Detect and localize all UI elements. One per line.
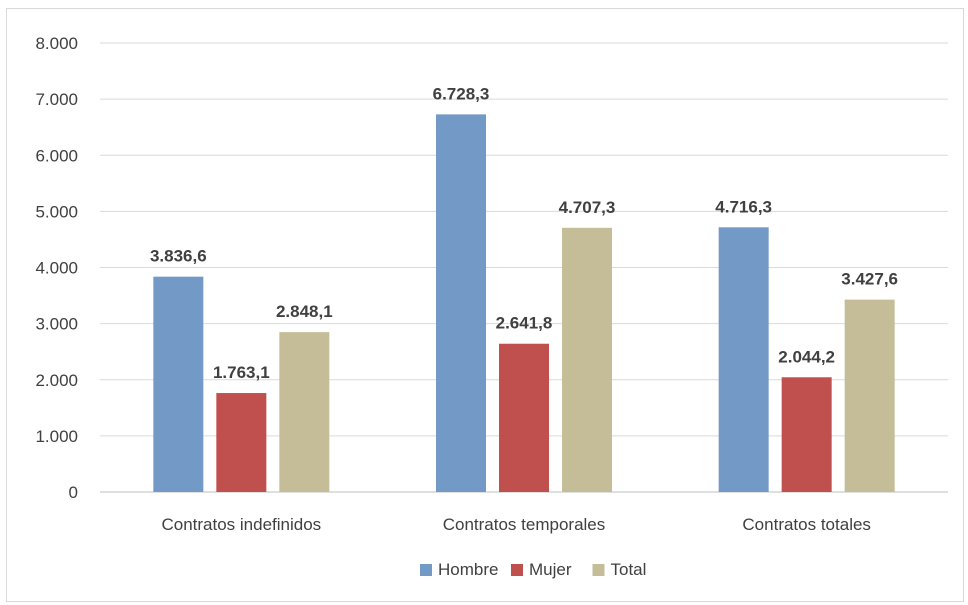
y-tick-label: 6.000 [35,146,78,165]
y-tick-label: 3.000 [35,315,78,334]
data-label: 6.728,3 [433,84,490,103]
x-category-label: Contratos indefinidos [161,515,321,534]
legend-label: Mujer [529,560,572,579]
data-label: 1.763,1 [213,363,270,382]
bar-mujer [216,393,267,492]
x-category-label: Contratos temporales [443,515,606,534]
bar-total [279,332,330,492]
data-label: 2.641,8 [496,314,553,333]
bar-hombre [153,276,204,492]
y-tick-label: 1.000 [35,427,78,446]
y-tick-label: 5.000 [35,202,78,221]
data-label: 3.427,6 [841,270,898,289]
bar-hombre [436,114,486,493]
y-tick-label: 8.000 [35,34,78,53]
x-category-label: Contratos totales [742,515,871,534]
legend-label: Hombre [438,560,498,579]
y-tick-label: 4.000 [35,259,78,278]
bar-total [844,299,895,492]
data-label: 4.716,3 [715,197,772,216]
data-label: 2.044,2 [778,347,835,366]
y-tick-label: 0 [69,483,78,502]
y-tick-label: 7.000 [35,90,78,109]
legend-swatch-total [592,564,605,576]
bar-mujer [499,343,549,492]
legend-swatch-mujer [511,564,523,576]
data-label: 4.707,3 [559,198,616,217]
legend-label: Total [611,560,647,579]
bar-mujer [781,377,832,492]
bar-total [562,227,612,492]
data-label: 2.848,1 [276,302,333,321]
y-tick-label: 2.000 [35,371,78,390]
bar-hombre [718,227,769,492]
data-label: 3.836,6 [150,247,207,266]
legend-swatch-hombre [420,564,432,576]
